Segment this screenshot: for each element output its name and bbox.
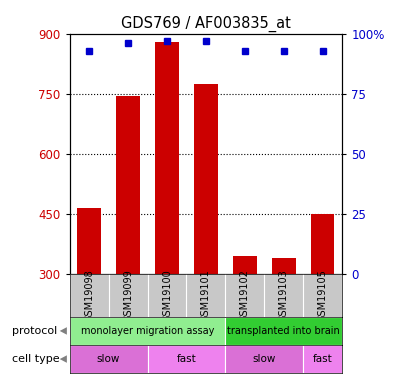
- Bar: [155, 42, 179, 274]
- Bar: [303, 345, 342, 373]
- Text: cell type: cell type: [12, 354, 60, 364]
- Text: fast: fast: [313, 354, 333, 364]
- Text: transplanted into brain: transplanted into brain: [228, 326, 340, 336]
- Text: slow: slow: [97, 354, 120, 364]
- Bar: [70, 345, 148, 373]
- Title: GDS769 / AF003835_at: GDS769 / AF003835_at: [121, 16, 291, 32]
- Bar: [194, 84, 218, 274]
- Text: GSM19105: GSM19105: [318, 269, 328, 322]
- Text: GSM19103: GSM19103: [279, 269, 289, 322]
- Bar: [272, 258, 296, 274]
- Text: fast: fast: [177, 354, 196, 364]
- Bar: [148, 345, 225, 373]
- Bar: [225, 345, 303, 373]
- Bar: [225, 317, 342, 345]
- Text: monolayer migration assay: monolayer migration assay: [81, 326, 214, 336]
- Bar: [70, 317, 225, 345]
- Bar: [116, 96, 140, 274]
- Bar: [78, 208, 101, 274]
- Text: GSM19098: GSM19098: [84, 269, 94, 322]
- Text: GSM19102: GSM19102: [240, 269, 250, 322]
- Text: protocol: protocol: [12, 326, 57, 336]
- Bar: [311, 214, 334, 274]
- Text: GSM19100: GSM19100: [162, 269, 172, 322]
- Bar: [233, 256, 257, 274]
- Text: GSM19101: GSM19101: [201, 269, 211, 322]
- Text: slow: slow: [253, 354, 276, 364]
- Text: GSM19099: GSM19099: [123, 269, 133, 322]
